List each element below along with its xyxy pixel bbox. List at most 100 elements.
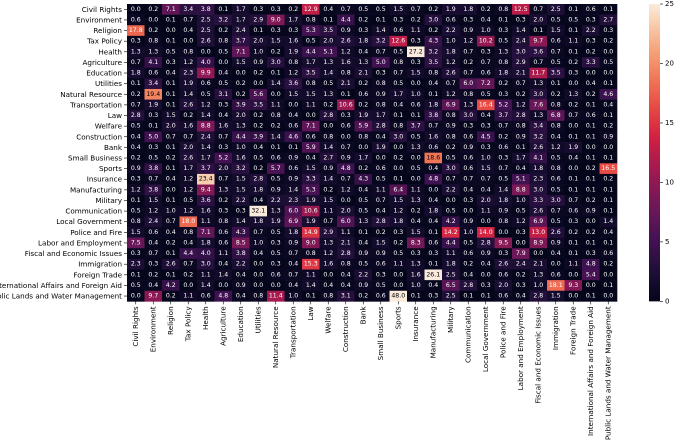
heatmap-cell [407, 25, 425, 37]
cell-value-label: 0.4 [428, 218, 438, 225]
cell-value-label: 0.1 [428, 91, 438, 98]
heatmap-cell [599, 78, 618, 90]
heatmap-cell [127, 110, 145, 122]
heatmap-cell [144, 67, 163, 79]
heatmap-cell [372, 216, 390, 228]
cell-value-label: 4.4 [306, 48, 316, 55]
cell-value-label: 0.2 [183, 271, 193, 278]
heatmap-cell [319, 25, 338, 37]
cell-value-label: 4.2 [446, 218, 456, 225]
cell-value-label: 0.8 [148, 38, 158, 45]
heatmap-cell [197, 184, 215, 196]
heatmap-cell [459, 110, 478, 122]
heatmap-cell [127, 14, 145, 26]
heatmap-cell [337, 205, 355, 217]
cell-value-label: 0.8 [516, 123, 526, 130]
heatmap-cell [389, 173, 408, 185]
heatmap-cell [127, 195, 145, 207]
cell-value-label: 1.8 [358, 38, 368, 45]
y-tick-label: International Affairs and Foreign Aid [0, 281, 122, 290]
cell-value-label: 1.3 [236, 123, 246, 130]
heatmap-cell [494, 237, 513, 249]
cell-value-label: 0.0 [131, 6, 141, 13]
cell-value-label: 0.1 [358, 229, 368, 236]
cell-value-label: 3.4 [183, 6, 193, 13]
cell-value-label: 0.9 [551, 239, 561, 246]
cell-value-label: 3.3 [586, 59, 596, 66]
cell-value-label: 1.4 [603, 218, 613, 225]
cell-value-label: 2.2 [358, 271, 368, 278]
cell-value-label: 0.3 [341, 112, 351, 119]
cell-value-label: 0.2 [253, 123, 263, 130]
cell-value-label: 4.5 [481, 133, 491, 140]
cell-value-label: 0.2 [428, 27, 438, 34]
cell-value-label: 0.5 [358, 197, 368, 204]
cell-value-label: 0.0 [568, 271, 578, 278]
cell-value-label: 1.2 [341, 48, 351, 55]
cell-value-label: 0.1 [603, 197, 613, 204]
heatmap-cell [354, 110, 373, 122]
cell-value-label: 3.5 [253, 101, 263, 108]
heatmap-cell [512, 14, 530, 26]
cell-value-label: 9.0 [271, 16, 281, 23]
heatmap-cell [179, 88, 198, 100]
cell-value-label: 2.0 [533, 16, 543, 23]
cell-value-label: 6.0 [341, 218, 351, 225]
cell-value-label: 0.0 [393, 271, 403, 278]
cell-value-label: 1.2 [516, 218, 526, 225]
heatmap-cell [267, 99, 285, 111]
cell-value-label: 0.3 [393, 229, 403, 236]
heatmap-cell [302, 195, 320, 207]
heatmap-cell [232, 205, 250, 217]
heatmap-cell [214, 57, 233, 69]
heatmap-cell [372, 35, 390, 47]
heatmap-cell [407, 227, 425, 238]
heatmap-cell [232, 248, 250, 260]
y-tick-label: Sports [99, 164, 122, 173]
cell-value-label: 6.9 [446, 101, 456, 108]
heatmap-cell [407, 110, 425, 122]
heatmap-cell [232, 290, 250, 302]
heatmap-cell [424, 57, 443, 69]
cell-value-label: 1.6 [183, 123, 193, 130]
heatmap-cell [459, 216, 478, 228]
heatmap-cell [459, 173, 478, 185]
cell-value-label: 0.5 [551, 218, 561, 225]
x-tick-label: Sports [394, 306, 403, 329]
heatmap-cell [582, 14, 600, 26]
heatmap-cell [564, 78, 583, 90]
heatmap-cell [407, 258, 425, 270]
heatmap-cell [162, 25, 180, 37]
heatmap-cell [372, 269, 390, 281]
cell-value-label: 0.4 [166, 70, 176, 77]
heatmap-cell [424, 173, 443, 185]
heatmap-cell [302, 46, 320, 58]
cell-value-label: 0.8 [393, 123, 403, 130]
heatmap-cell [197, 25, 215, 37]
heatmap-cell [372, 4, 390, 15]
cell-value-label: 19.4 [146, 91, 160, 98]
heatmap-cell [232, 227, 250, 238]
cell-value-label: 0.2 [236, 80, 246, 87]
heatmap-cell [547, 110, 565, 122]
heatmap-cell [319, 184, 338, 196]
cell-value-label: 0.1 [498, 16, 508, 23]
heatmap-cell [512, 46, 530, 58]
cell-value-label: 1.5 [376, 239, 386, 246]
cell-value-label: 4.0 [201, 250, 211, 257]
cell-value-label: 8.3 [411, 239, 421, 246]
heatmap-cell [564, 227, 583, 238]
cell-value-label: 0.2 [271, 48, 281, 55]
heatmap-cell [494, 152, 513, 164]
heatmap-cell [477, 88, 495, 100]
cell-value-label: 2.0 [341, 208, 351, 215]
cell-value-label: 1.4 [201, 112, 211, 119]
cell-value-label: 0.8 [498, 218, 508, 225]
heatmap-cell [302, 35, 320, 47]
heatmap-cell [424, 163, 443, 175]
cell-value-label: 4.8 [218, 293, 228, 300]
cell-value-label: 26.1 [426, 271, 440, 278]
cell-value-label: 0.0 [236, 70, 246, 77]
heatmap-cell [389, 99, 408, 111]
heatmap-cell [337, 216, 355, 228]
